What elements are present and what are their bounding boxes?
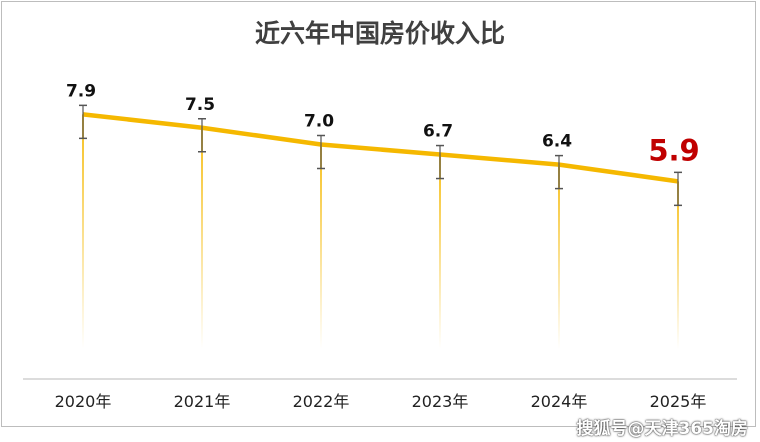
x-tick-label: 2021年: [174, 392, 231, 411]
drop-line: [677, 181, 679, 349]
chart-title: 近六年中国房价收入比: [254, 19, 505, 48]
drop-line: [320, 144, 322, 349]
x-tick-label: 2023年: [412, 392, 469, 411]
data-label: 5.9: [648, 133, 699, 167]
drop-line: [82, 114, 84, 349]
watermark: 搜狐号@天津365淘房: [576, 419, 749, 439]
x-tick-label: 2024年: [531, 392, 588, 411]
data-label: 7.0: [304, 112, 334, 132]
drop-line: [439, 154, 441, 349]
data-label: 7.5: [185, 95, 215, 115]
x-tick-label: 2022年: [293, 392, 350, 411]
drop-line: [201, 127, 203, 349]
chart-frame: [1, 1, 756, 427]
x-tick-label: 2020年: [55, 392, 112, 411]
series-line: [82, 112, 679, 184]
data-label: 7.9: [66, 81, 96, 101]
drop-line: [558, 164, 560, 349]
data-label: 6.7: [423, 122, 453, 142]
x-tick-label: 2025年: [650, 392, 707, 411]
data-label: 6.4: [542, 132, 572, 152]
